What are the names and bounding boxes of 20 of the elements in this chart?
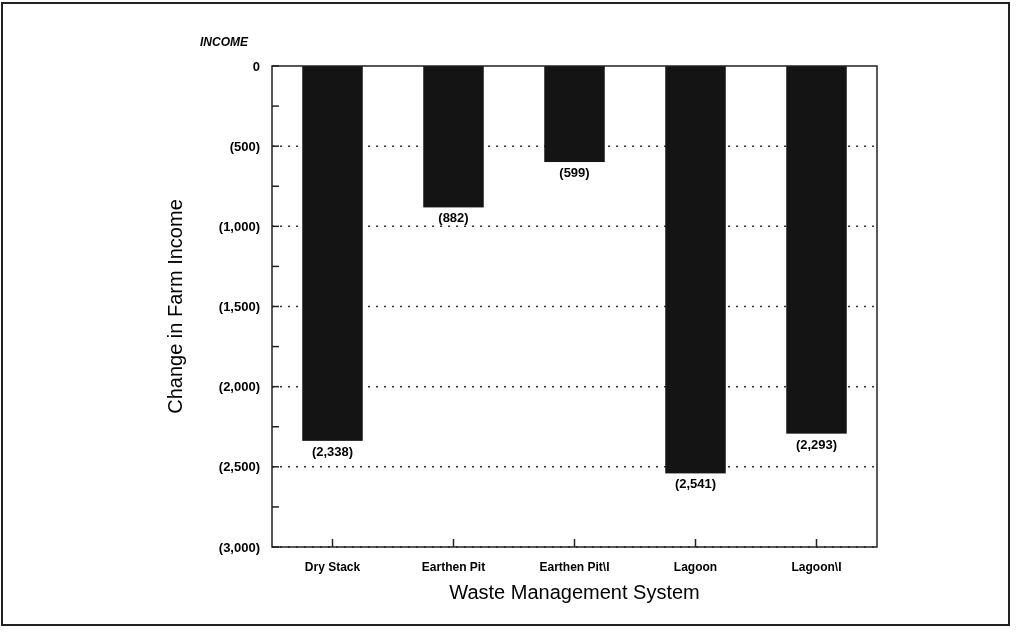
- data-label: (2,338): [311, 443, 354, 459]
- y-tick-label: (3,000): [218, 539, 260, 555]
- x-tick-label: Earthen Pit\I: [539, 560, 610, 574]
- x-axis-title: Waste Management System: [449, 581, 700, 603]
- data-label: (2,541): [674, 476, 717, 492]
- y-tick-label: (1,500): [218, 299, 260, 315]
- x-tick-label: Earthen Pit: [421, 560, 486, 574]
- x-tick-label: Dry Stack: [304, 560, 361, 574]
- x-tick-label: Lagoon: [673, 560, 718, 574]
- data-label: (882): [438, 210, 469, 226]
- data-label: (599): [559, 165, 590, 181]
- x-tick-label: Lagoon\I: [791, 560, 842, 574]
- text: INCOME: [200, 35, 249, 49]
- y-tick-label: (1,000): [218, 218, 260, 234]
- y-tick-label: 0: [252, 58, 260, 74]
- y-tick-label: (2,500): [218, 459, 260, 475]
- data-label: (2,293): [795, 436, 838, 452]
- y-tick-label: (500): [229, 138, 260, 154]
- y-tick-label: (2,000): [218, 379, 260, 395]
- y-axis-title: Change in Farm Income: [164, 199, 186, 414]
